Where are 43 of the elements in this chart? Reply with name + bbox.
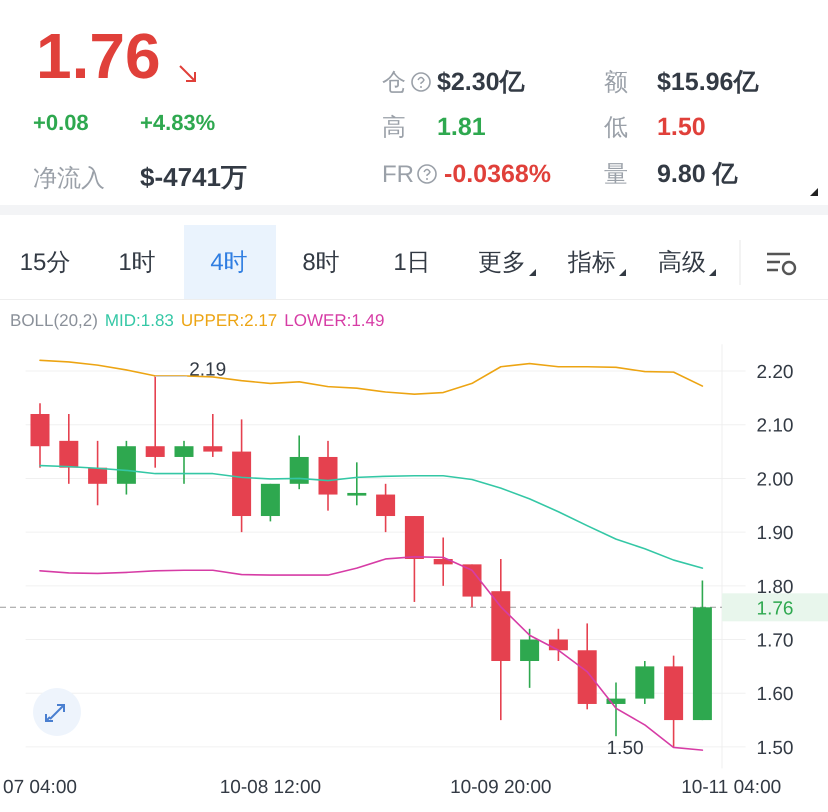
y-tick-label: 2.10 bbox=[756, 416, 794, 437]
annotation: 1.50 bbox=[606, 738, 644, 759]
chart-title: 1.76 bbox=[36, 20, 161, 92]
text: 高 bbox=[382, 114, 406, 141]
text: 1.50 bbox=[657, 113, 706, 141]
y-tick-label: 1.80 bbox=[756, 576, 794, 598]
text: 仓 bbox=[382, 69, 406, 96]
text: 高级 bbox=[658, 249, 706, 276]
line-series bbox=[39, 464, 704, 569]
line-series bbox=[39, 360, 704, 395]
x-tick-label: 07 04:00 bbox=[3, 777, 77, 798]
text: 4时 bbox=[210, 249, 248, 276]
legend: BOLL(20,2) MID:1.83 UPPER:2.17 LOWER:1.49 bbox=[10, 311, 384, 330]
text: +4.83% bbox=[140, 110, 216, 135]
text: -0.0368% bbox=[444, 160, 552, 188]
text: 15分 bbox=[20, 249, 70, 276]
ref-line-label: 1.76 bbox=[756, 598, 794, 620]
text: 指标 bbox=[567, 249, 616, 276]
x-tick-label: 10-09 20:00 bbox=[450, 777, 552, 798]
text: 量 bbox=[604, 161, 628, 188]
y-tick-label: 1.70 bbox=[756, 630, 794, 652]
text: 净流入 bbox=[33, 165, 105, 192]
text: +0.08 bbox=[33, 110, 89, 135]
text: 9.80 亿 bbox=[657, 160, 739, 188]
text: 8时 bbox=[302, 249, 340, 276]
text: 低 bbox=[604, 114, 628, 141]
text: 额 bbox=[604, 69, 628, 96]
y-tick-label: 1.90 bbox=[756, 523, 794, 544]
y-tick-label: 1.60 bbox=[756, 684, 794, 706]
text: FR bbox=[382, 161, 414, 188]
y-tick-label: 1.50 bbox=[756, 738, 794, 759]
annotation: 2.19 bbox=[189, 359, 226, 380]
text: $-4741万 bbox=[140, 162, 247, 192]
text: 1时 bbox=[118, 249, 156, 276]
text: 1.81 bbox=[437, 113, 486, 141]
y-tick-label: 2.20 bbox=[756, 362, 794, 384]
text: $2.30亿 bbox=[437, 68, 526, 96]
x-tick-label: 10-08 12:00 bbox=[220, 777, 322, 798]
text: $15.96亿 bbox=[657, 68, 760, 96]
y-tick-label: 2.00 bbox=[756, 469, 794, 490]
x-tick-label: 10-11 04:00 bbox=[681, 777, 782, 798]
text: 更多 bbox=[478, 249, 526, 276]
text: 1日 bbox=[393, 249, 431, 276]
